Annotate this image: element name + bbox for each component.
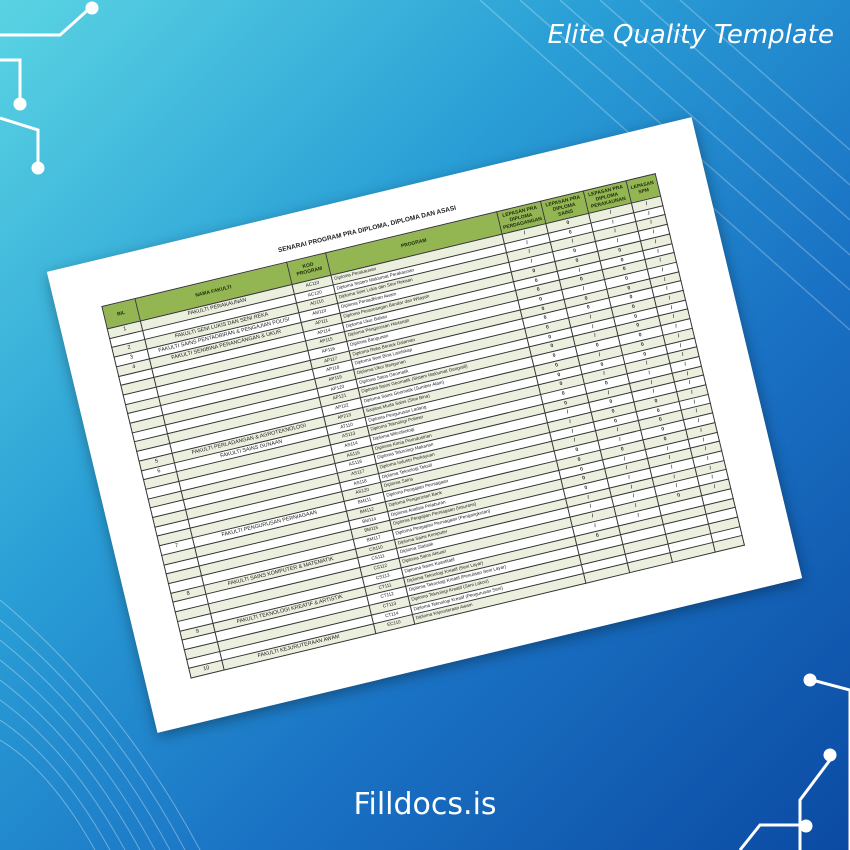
brand-name: Filldocs.is — [353, 787, 497, 822]
tagline: Elite Quality Template — [547, 20, 834, 50]
program-table: BIL NAMA FAKULTI KOD PROGRAM PROGRAM LEPASAN… — [101, 173, 745, 678]
